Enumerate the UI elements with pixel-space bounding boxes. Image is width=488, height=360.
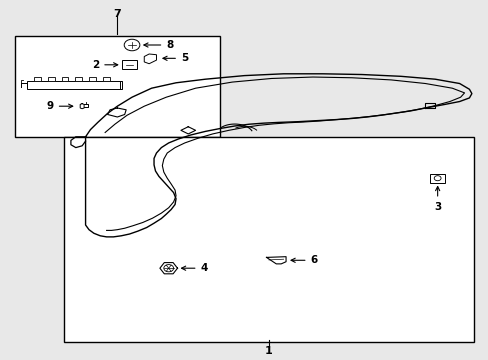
Polygon shape: [144, 54, 156, 64]
Bar: [48, 77, 55, 81]
Bar: [27, 81, 120, 89]
Bar: [63, 137, 473, 342]
Bar: [15, 36, 220, 137]
Bar: [102, 77, 109, 81]
Text: 5: 5: [163, 53, 188, 63]
Bar: [61, 77, 68, 81]
Circle shape: [124, 39, 140, 51]
Text: 7: 7: [113, 9, 121, 19]
Bar: [75, 77, 82, 81]
Bar: [429, 174, 444, 183]
Text: 4: 4: [181, 263, 207, 273]
Text: 3: 3: [433, 186, 440, 212]
Bar: [89, 77, 96, 81]
Bar: [122, 60, 137, 69]
Text: 8: 8: [143, 40, 173, 50]
Circle shape: [433, 176, 440, 181]
Text: 9: 9: [46, 101, 73, 111]
Circle shape: [163, 265, 173, 272]
Text: 2: 2: [92, 60, 118, 70]
Bar: [34, 77, 41, 81]
Text: 1: 1: [264, 346, 272, 356]
Text: 6: 6: [290, 255, 317, 265]
